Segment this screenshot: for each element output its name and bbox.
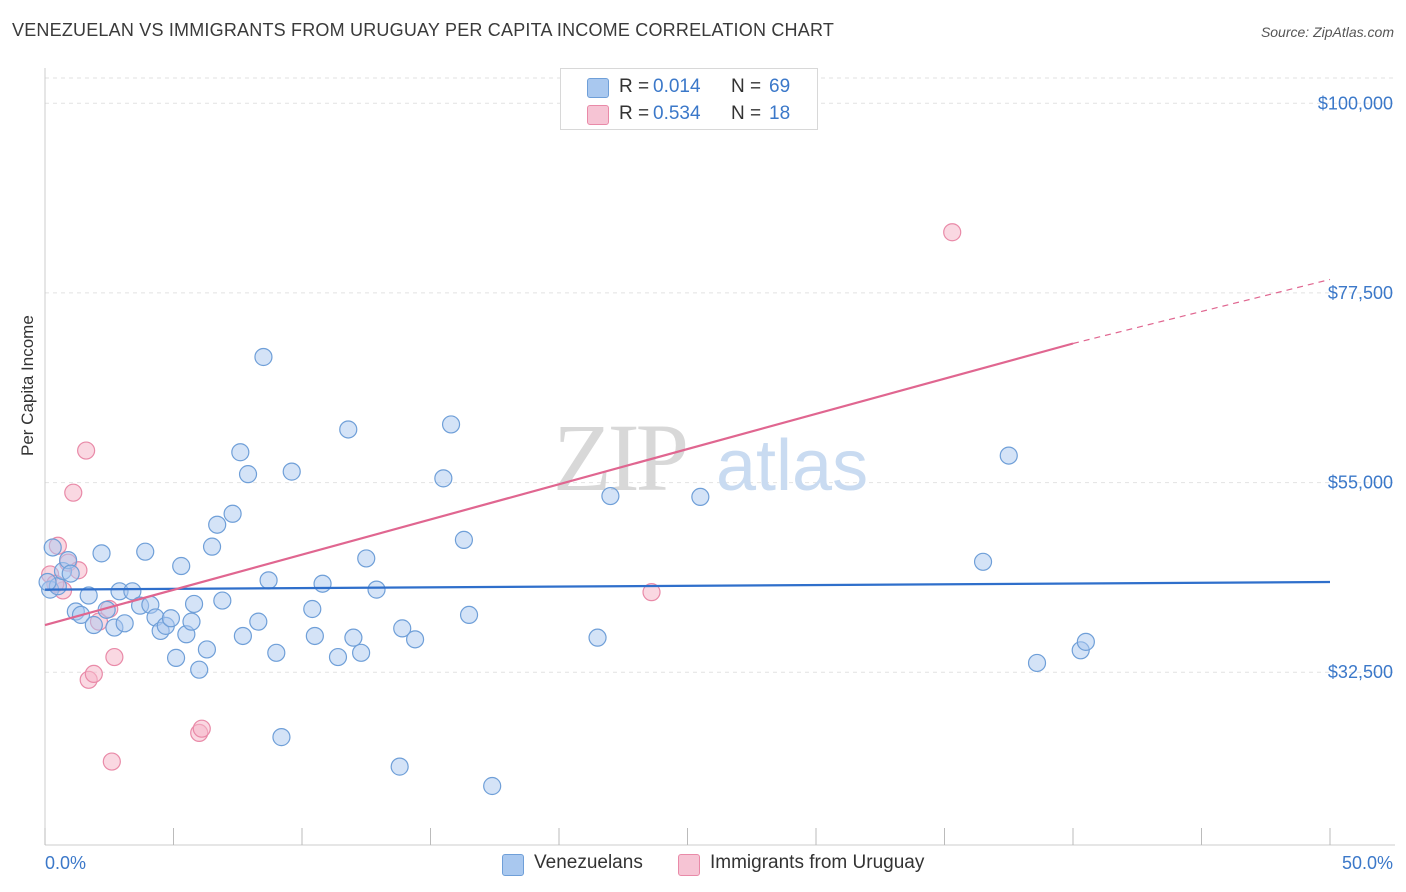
legend-r-label: R = <box>619 103 650 124</box>
source-label: Source: ZipAtlas.com <box>1260 24 1394 40</box>
data-point-venezuelans <box>190 660 209 679</box>
data-point-venezuelans <box>259 571 278 590</box>
data-point-venezuelans <box>344 628 363 647</box>
data-point-uruguay <box>943 223 962 242</box>
data-point-venezuelans <box>973 552 993 571</box>
data-point-venezuelans <box>182 612 201 631</box>
data-point-venezuelans <box>313 574 332 593</box>
data-point-venezuelans <box>61 564 80 583</box>
data-point-venezuelans <box>1027 653 1047 673</box>
x-tick-label-min: 0.0% <box>45 853 86 873</box>
data-point-venezuelans <box>208 515 227 534</box>
data-point-venezuelans <box>367 580 386 599</box>
data-point-venezuelans <box>305 626 324 646</box>
data-point-venezuelans <box>202 537 222 556</box>
data-point-venezuelans <box>197 640 217 659</box>
watermark-zip: ZIP <box>553 404 686 511</box>
legend-swatch-pink <box>587 105 609 125</box>
data-point-venezuelans <box>405 630 425 649</box>
data-point-venezuelans <box>267 643 286 662</box>
data-point-venezuelans <box>434 469 453 488</box>
legend-n-label: N = <box>731 103 762 124</box>
legend-swatch-blue <box>587 78 609 98</box>
data-point-venezuelans <box>238 465 258 484</box>
data-point-venezuelans <box>588 628 607 647</box>
data-point-venezuelans <box>84 615 103 635</box>
legend-n-label: N = <box>731 76 762 97</box>
y-tick-labels: $32,500 $55,000 $77,500 $100,000 <box>1318 93 1393 682</box>
data-point-venezuelans <box>249 612 268 631</box>
legend-swatch-blue <box>502 854 524 876</box>
data-point-venezuelans <box>223 504 242 523</box>
data-point-uruguay <box>77 441 96 460</box>
data-point-venezuelans <box>691 487 710 506</box>
data-point-venezuelans <box>254 347 273 367</box>
chart-title: VENEZUELAN VS IMMIGRANTS FROM URUGUAY PE… <box>12 20 835 40</box>
correlation-legend: R = 0.014 N = 69 R = 0.534 N = 18 <box>560 68 818 130</box>
legend-r-value: 0.534 <box>653 103 701 124</box>
data-point-uruguay <box>102 752 121 771</box>
y-tick-label: $55,000 <box>1328 473 1393 493</box>
legend-n-value: 18 <box>769 103 791 124</box>
data-point-uruguay <box>64 483 83 502</box>
legend-r-value: 0.014 <box>653 76 701 97</box>
data-point-uruguay <box>192 719 211 738</box>
data-point-venezuelans <box>352 643 371 662</box>
data-point-venezuelans <box>459 605 479 625</box>
legend-r-label: R = <box>619 76 650 97</box>
data-point-venezuelans <box>166 648 186 667</box>
data-point-uruguay <box>105 647 124 667</box>
data-point-venezuelans <box>115 614 134 633</box>
data-point-venezuelans <box>231 443 250 462</box>
data-point-venezuelans <box>393 619 412 638</box>
y-tick-label: $32,500 <box>1328 662 1393 682</box>
y-axis-label: Per Capita Income <box>18 315 37 456</box>
data-point-venezuelans <box>282 462 301 481</box>
data-point-venezuelans <box>1076 632 1095 651</box>
data-point-venezuelans <box>38 572 57 592</box>
data-point-venezuelans <box>454 530 474 549</box>
data-point-venezuelans <box>233 626 252 646</box>
data-point-venezuelans <box>123 582 142 601</box>
data-point-uruguay <box>84 664 103 684</box>
data-point-venezuelans <box>357 549 376 568</box>
data-point-venezuelans <box>441 415 461 434</box>
data-point-uruguay <box>642 583 661 602</box>
legend-n-value: 69 <box>769 76 791 97</box>
trend-lines <box>44 278 1331 627</box>
axes <box>44 68 1395 846</box>
data-point-venezuelans <box>303 599 322 619</box>
data-point-venezuelans <box>172 556 191 576</box>
data-point-venezuelans <box>999 446 1018 465</box>
data-point-venezuelans <box>161 609 181 628</box>
data-point-venezuelans <box>390 757 409 776</box>
data-point-venezuelans <box>483 776 502 796</box>
trend-line-uruguay <box>44 342 1074 627</box>
data-point-venezuelans <box>339 420 358 439</box>
watermark: ZIP atlas <box>553 404 868 511</box>
data-point-venezuelans <box>79 586 98 605</box>
data-point-venezuelans <box>328 647 348 667</box>
trend-line-venezuelans <box>44 580 1331 591</box>
legend-swatch-pink <box>678 854 700 876</box>
data-point-venezuelans <box>272 728 291 747</box>
data-point-venezuelans <box>213 591 232 610</box>
data-point-venezuelans <box>601 486 620 506</box>
data-point-venezuelans <box>184 594 204 614</box>
y-tick-label: $77,500 <box>1328 283 1393 303</box>
watermark-atlas: atlas <box>716 426 868 506</box>
data-point-venezuelans <box>136 542 155 561</box>
y-tick-label: $100,000 <box>1318 93 1393 113</box>
data-point-venezuelans <box>43 538 62 557</box>
x-tick-label-max: 50.0% <box>1342 853 1393 873</box>
legend-label-uruguay: Immigrants from Uruguay <box>710 852 925 873</box>
trend-line-uruguay-extension <box>1072 278 1331 345</box>
x-tick-labels: 0.0% 50.0% <box>45 853 1393 873</box>
legend-label-venezuelans: Venezuelans <box>534 852 643 873</box>
data-point-venezuelans <box>92 544 111 563</box>
series-venezuelans-points <box>38 347 1095 796</box>
